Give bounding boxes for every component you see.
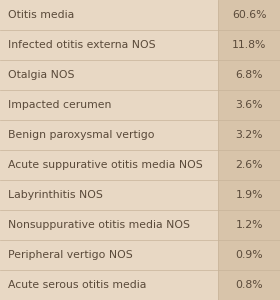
Text: Labyrinthitis NOS: Labyrinthitis NOS	[8, 190, 103, 200]
Text: 1.2%: 1.2%	[235, 220, 263, 230]
Text: 1.9%: 1.9%	[235, 190, 263, 200]
Text: Otalgia NOS: Otalgia NOS	[8, 70, 75, 80]
Text: Acute suppurative otitis media NOS: Acute suppurative otitis media NOS	[8, 160, 203, 170]
Text: 6.8%: 6.8%	[235, 70, 263, 80]
Text: Otitis media: Otitis media	[8, 10, 75, 20]
Text: Benign paroxysmal vertigo: Benign paroxysmal vertigo	[8, 130, 155, 140]
Text: 11.8%: 11.8%	[232, 40, 266, 50]
Text: 0.8%: 0.8%	[235, 280, 263, 290]
Text: Peripheral vertigo NOS: Peripheral vertigo NOS	[8, 250, 133, 260]
Text: 60.6%: 60.6%	[232, 10, 267, 20]
Text: Infected otitis externa NOS: Infected otitis externa NOS	[8, 40, 156, 50]
Text: 3.2%: 3.2%	[235, 130, 263, 140]
Text: 2.6%: 2.6%	[235, 160, 263, 170]
Text: Nonsuppurative otitis media NOS: Nonsuppurative otitis media NOS	[8, 220, 190, 230]
Text: 3.6%: 3.6%	[235, 100, 263, 110]
Bar	[218, 0, 280, 300]
Text: 0.9%: 0.9%	[235, 250, 263, 260]
Text: Impacted cerumen: Impacted cerumen	[8, 100, 112, 110]
Text: Acute serous otitis media: Acute serous otitis media	[8, 280, 147, 290]
